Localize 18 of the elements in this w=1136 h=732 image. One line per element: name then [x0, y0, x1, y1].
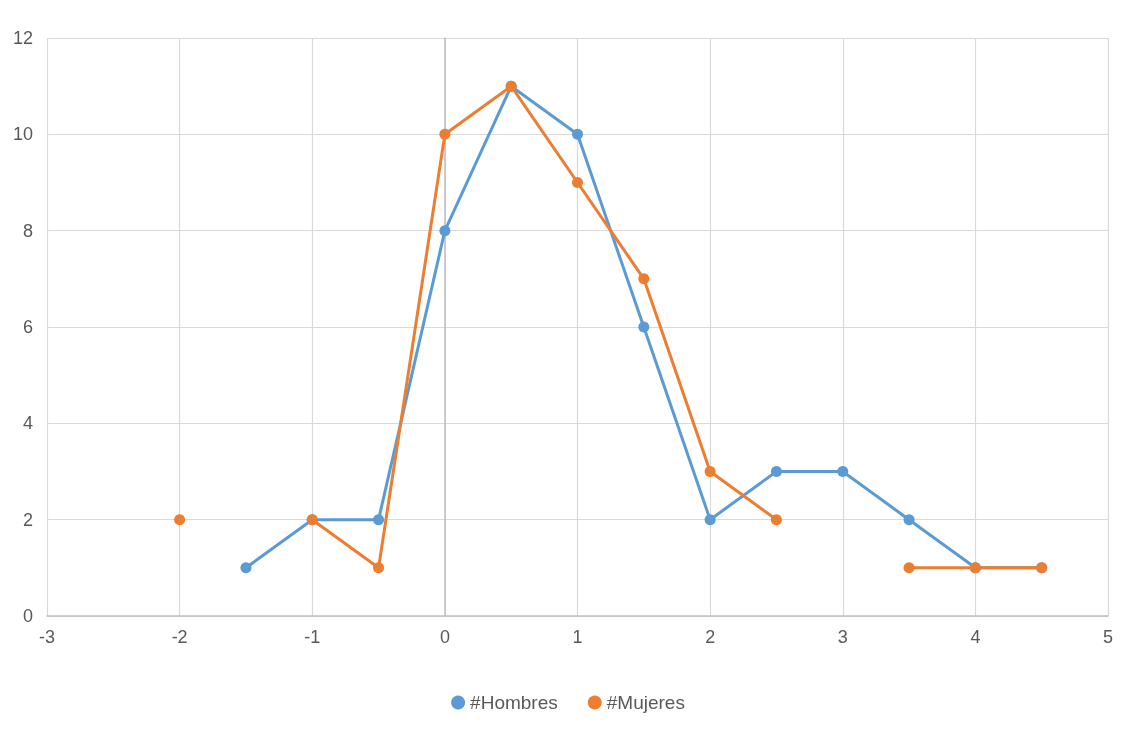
y-tick-label: 0 [22, 606, 33, 626]
x-tick-label: 2 [705, 627, 716, 647]
y-tick-label: 8 [22, 220, 33, 241]
x-tick-label: -3 [38, 627, 56, 647]
y-tick-label: 4 [22, 413, 33, 434]
legend-label: #Hombres [470, 692, 558, 713]
x-tick-label: 3 [837, 627, 848, 647]
x-tick-label: 1 [572, 627, 583, 647]
x-tick-label: 0 [439, 627, 450, 647]
y-tick-label: 10 [12, 124, 33, 145]
y-tick-label: 6 [22, 317, 33, 337]
x-tick-label: 5 [1102, 627, 1114, 647]
x-tick-label: 4 [970, 627, 981, 647]
legend-label: #Mujeres [606, 692, 685, 713]
y-tick-label: 2 [22, 509, 33, 530]
y-tick-label: 12 [12, 28, 33, 48]
x-tick-label: -2 [171, 627, 188, 647]
x-tick-label: -1 [304, 627, 321, 647]
